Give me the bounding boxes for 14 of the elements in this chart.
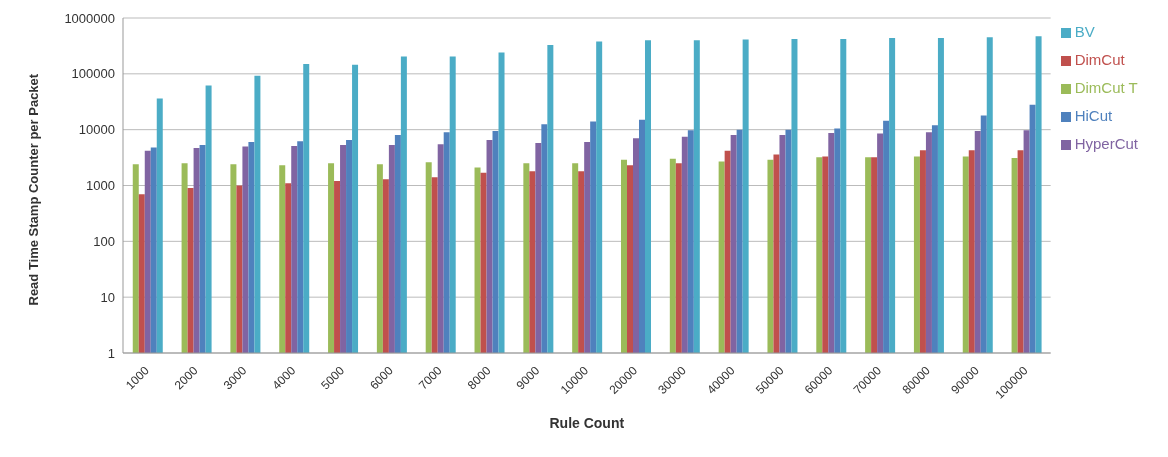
y-tick-label: 10000 [78,122,115,138]
x-axis-title: Rule Count [549,415,625,431]
y-tick-label: 100 [93,233,115,249]
y-tick-label: 1000 [86,178,115,194]
y-tick-label: 1000000 [64,10,115,26]
y-axis-title: Read Time Stamp Counter per Packet [25,73,41,306]
legend-label: DimCut [1074,51,1125,68]
legend-label: DimCut T [1074,79,1138,96]
y-tick-label: 10 [100,289,115,305]
y-tick-label: 1 [107,345,115,361]
y-tick-label: 100000 [71,66,115,82]
legend-label: HyperCut [1074,135,1138,152]
legend-label: HiCut [1074,107,1113,124]
legend-label: BV [1074,23,1095,40]
